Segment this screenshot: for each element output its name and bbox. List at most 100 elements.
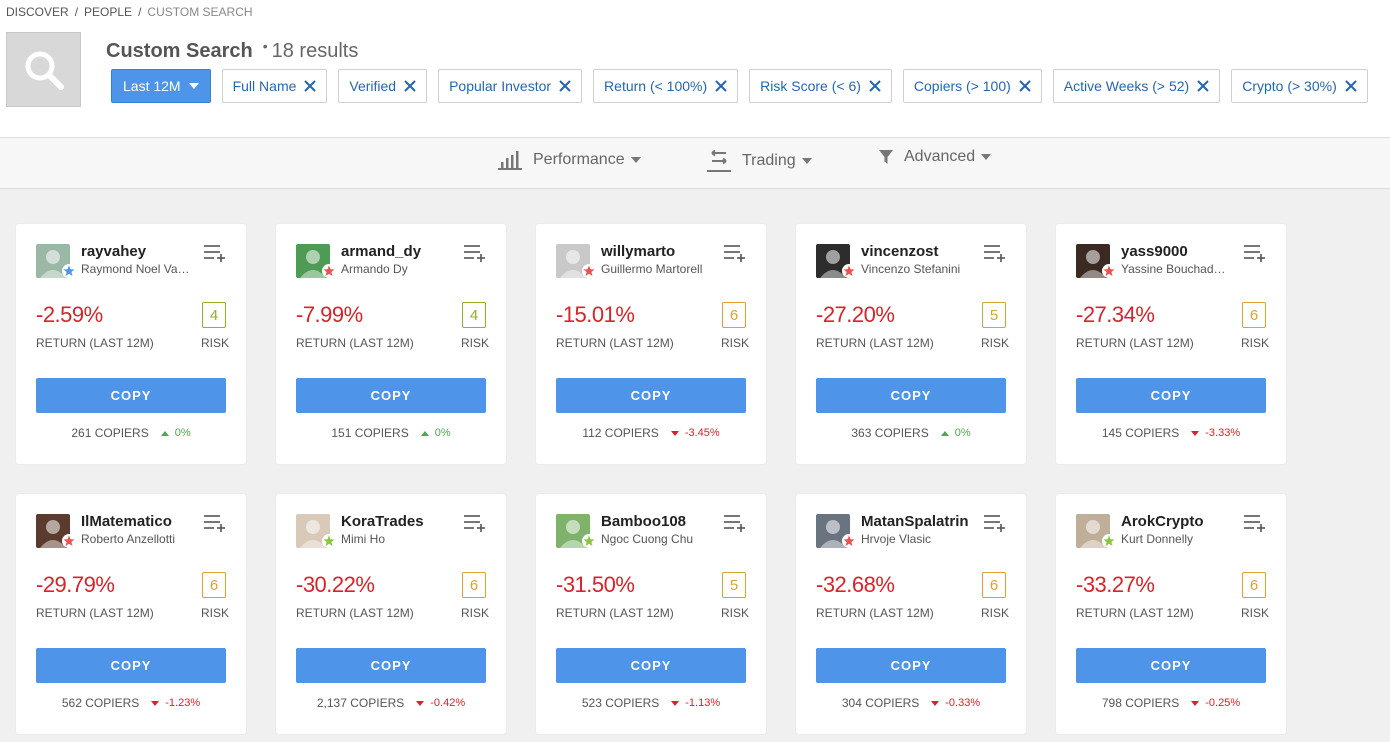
trader-username[interactable]: yass9000 — [1121, 243, 1188, 260]
trader-card[interactable]: yass9000 Yassine Bouchadekh -27.34% RETURN … — [1056, 224, 1286, 464]
risk-score: 6 — [1242, 302, 1266, 328]
trader-card[interactable]: MatanSpalatrin Hrvoje Vlasic -32.68% RETURN… — [796, 494, 1026, 734]
star-badge-icon — [322, 264, 336, 278]
add-to-list-icon[interactable] — [724, 244, 746, 262]
trader-username[interactable]: IlMatematico — [81, 513, 172, 530]
risk-score: 5 — [982, 302, 1006, 328]
results-count: • 18 results — [262, 38, 359, 62]
trader-card[interactable]: KoraTrades Mimi Ho -30.22% RETURN (LAST 12M… — [276, 494, 506, 734]
trader-username[interactable]: KoraTrades — [341, 513, 424, 530]
close-icon[interactable] — [1345, 80, 1357, 92]
trader-fullname: Roberto Anzellotti — [81, 532, 176, 546]
triangle-down-icon — [1191, 430, 1200, 436]
add-to-list-icon[interactable] — [1244, 514, 1266, 532]
copiers-stats: 2,137 COPIERS -0.42% — [276, 696, 506, 710]
trader-card[interactable]: rayvahey Raymond Noel Vahey -2.59% RETURN (… — [16, 224, 246, 464]
add-to-list-icon[interactable] — [464, 244, 486, 262]
filter-chips: Last 12M Full Name Verified Popular Invest… — [111, 69, 1379, 103]
exchange-icon — [707, 150, 731, 172]
trader-username[interactable]: willymarto — [601, 243, 676, 260]
add-to-list-icon[interactable] — [204, 244, 226, 262]
add-to-list-icon[interactable] — [464, 514, 486, 532]
triangle-down-icon — [1191, 700, 1200, 706]
filter-icon — [879, 150, 893, 164]
risk-label: RISK — [201, 336, 230, 350]
trader-username[interactable]: ArokCrypto — [1121, 513, 1204, 530]
return-label: RETURN (LAST 12M) — [816, 606, 934, 620]
copy-button[interactable]: COPY — [816, 378, 1006, 413]
trader-card[interactable]: willymarto Guillermo Martorell -15.01% RETU… — [536, 224, 766, 464]
copy-button[interactable]: COPY — [816, 648, 1006, 683]
trader-username[interactable]: MatanSpalatrin — [861, 513, 969, 530]
filter-chip[interactable]: Return (< 100%) — [593, 69, 739, 103]
trader-card[interactable]: armand_dy Armando Dy -7.99% RETURN (LAST 12… — [276, 224, 506, 464]
close-icon[interactable] — [715, 80, 727, 92]
avatar[interactable] — [296, 244, 330, 278]
copy-button[interactable]: COPY — [296, 378, 486, 413]
copy-button[interactable]: COPY — [556, 378, 746, 413]
star-badge-icon — [842, 534, 856, 548]
trader-card[interactable]: ArokCrypto Kurt Donnelly -33.27% RETURN (LA… — [1056, 494, 1286, 734]
triangle-up-icon — [160, 430, 169, 436]
copiers-change: -0.33% — [945, 697, 981, 709]
performance-menu[interactable]: Performance — [497, 150, 641, 170]
filter-chip[interactable]: Full Name — [221, 69, 328, 103]
add-to-list-icon[interactable] — [984, 514, 1006, 532]
trader-username[interactable]: rayvahey — [81, 243, 147, 260]
close-icon[interactable] — [559, 80, 571, 92]
copiers-count: 523 COPIERS — [581, 696, 660, 710]
close-icon[interactable] — [304, 80, 317, 92]
period-dropdown[interactable]: Last 12M — [111, 69, 211, 103]
close-icon[interactable] — [1019, 80, 1031, 92]
avatar[interactable] — [816, 244, 850, 278]
return-value: -2.59% — [36, 302, 103, 327]
advanced-menu[interactable]: Advanced — [878, 148, 992, 166]
add-to-list-icon[interactable] — [724, 514, 746, 532]
copy-button[interactable]: COPY — [36, 648, 226, 683]
copy-button[interactable]: COPY — [1076, 378, 1266, 413]
trader-fullname: Armando Dy — [341, 262, 408, 276]
breadcrumb-people[interactable]: PEOPLE — [84, 5, 133, 19]
copiers-change: 0% — [434, 427, 451, 439]
copy-button[interactable]: COPY — [1076, 648, 1266, 683]
trader-fullname: Hrvoje Vlasic — [861, 532, 932, 546]
risk-label: RISK — [721, 606, 750, 620]
trader-fullname: Kurt Donnelly — [1121, 532, 1194, 546]
filter-chip[interactable]: Risk Score (< 6) — [749, 69, 892, 103]
filter-chip[interactable]: Active Weeks (> 52) — [1052, 69, 1221, 103]
add-to-list-icon[interactable] — [984, 244, 1006, 262]
close-icon[interactable] — [1197, 80, 1209, 92]
trader-card[interactable]: Bamboo108 Ngoc Cuong Chu -31.50% RETURN (LA… — [536, 494, 766, 734]
filter-chip[interactable]: Copiers (> 100) — [902, 69, 1042, 103]
caret-down-icon — [801, 158, 812, 164]
avatar[interactable] — [556, 244, 590, 278]
copy-button[interactable]: COPY — [36, 378, 226, 413]
avatar[interactable] — [36, 514, 70, 548]
copy-button[interactable]: COPY — [556, 648, 746, 683]
trader-card[interactable]: vincenzost Vincenzo Stefanini -27.20% RETUR… — [796, 224, 1026, 464]
copy-button[interactable]: COPY — [296, 648, 486, 683]
trading-menu[interactable]: Trading — [706, 150, 812, 172]
copiers-change: 0% — [954, 427, 971, 439]
filter-chip[interactable]: Popular Investor — [438, 69, 583, 103]
star-badge-icon — [322, 534, 336, 548]
add-to-list-icon[interactable] — [1244, 244, 1266, 262]
avatar[interactable] — [556, 514, 590, 548]
trader-username[interactable]: vincenzost — [861, 243, 939, 260]
search-thumbnail[interactable] — [6, 32, 81, 107]
copiers-count: 304 COPIERS — [841, 696, 920, 710]
triangle-up-icon — [940, 430, 949, 436]
close-icon[interactable] — [869, 80, 881, 92]
trader-username[interactable]: armand_dy — [341, 243, 422, 260]
breadcrumb: DISCOVER / PEOPLE / CUSTOM SEARCH — [6, 5, 253, 19]
breadcrumb-discover[interactable]: DISCOVER — [6, 5, 69, 19]
trader-card[interactable]: IlMatematico Roberto Anzellotti -29.79% RET… — [16, 494, 246, 734]
copiers-change: -1.13% — [685, 697, 721, 709]
filter-chip[interactable]: Crypto (> 30%) — [1231, 69, 1368, 103]
add-to-list-icon[interactable] — [204, 514, 226, 532]
trader-username[interactable]: Bamboo108 — [601, 513, 687, 530]
star-badge-icon — [1102, 534, 1116, 548]
close-icon[interactable] — [404, 80, 416, 92]
risk-score: 6 — [1242, 572, 1266, 598]
filter-chip[interactable]: Verified — [338, 69, 428, 103]
